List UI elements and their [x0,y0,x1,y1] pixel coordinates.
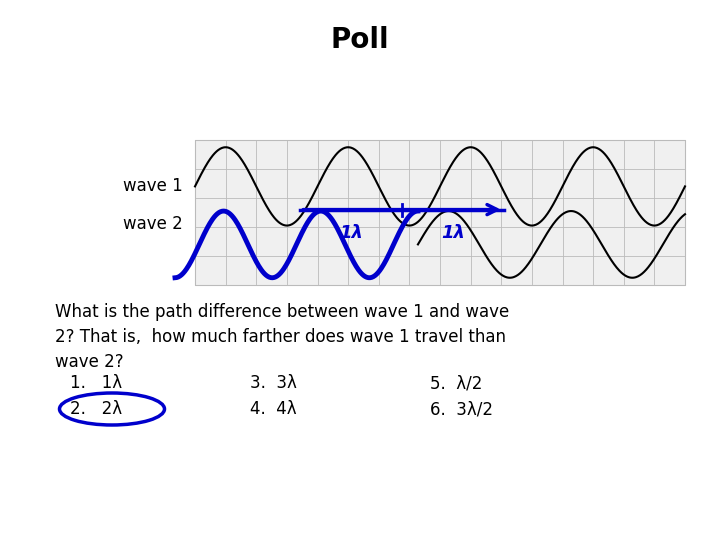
Text: 5.  λ/2: 5. λ/2 [430,374,482,392]
Text: wave 1: wave 1 [123,178,183,195]
Bar [195,140,685,285]
Text: 1λ: 1λ [339,224,363,241]
Text: wave 2: wave 2 [123,215,183,233]
Text: 3.  3λ: 3. 3λ [250,374,297,392]
Text: 4.  4λ: 4. 4λ [250,400,297,418]
Text: Poll: Poll [330,26,390,54]
Text: 1λ: 1λ [441,224,465,241]
Text: What is the path difference between wave 1 and wave
2? That is,  how much farthe: What is the path difference between wave… [55,303,509,371]
Text: 6.  3λ/2: 6. 3λ/2 [430,400,493,418]
Text: 1.   1λ: 1. 1λ [70,374,122,392]
Text: 2.   2λ: 2. 2λ [70,400,122,418]
